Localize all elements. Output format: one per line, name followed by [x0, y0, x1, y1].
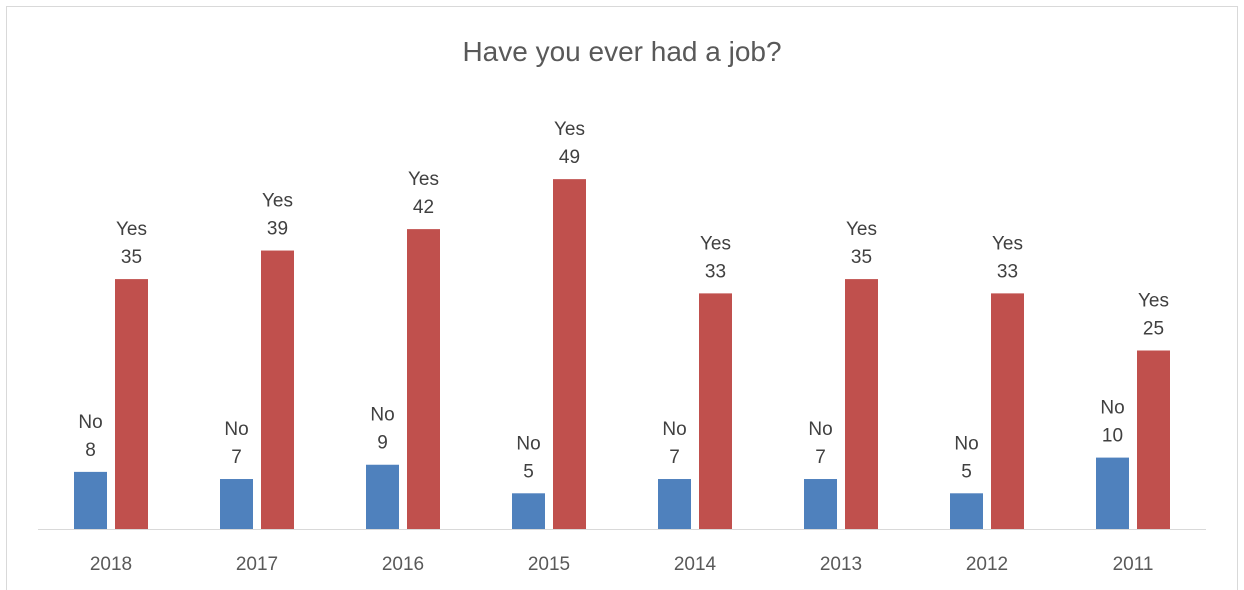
x-tick-label: 2013	[820, 554, 862, 575]
bar-yes	[261, 250, 294, 530]
bar-yes	[991, 293, 1024, 529]
data-label-series: No	[516, 433, 540, 454]
data-label-value: 9	[377, 433, 388, 454]
data-label-series: Yes	[992, 233, 1023, 254]
data-label-value: 7	[231, 447, 242, 468]
bar-no	[804, 479, 837, 529]
bar-yes	[845, 279, 878, 529]
bar-no	[1096, 457, 1129, 529]
data-label-value: 10	[1102, 426, 1123, 447]
data-label-value: 7	[815, 447, 826, 468]
bar-no	[74, 471, 107, 529]
data-label-series: No	[954, 433, 978, 454]
data-label-series: No	[1100, 398, 1124, 419]
data-label-value: 35	[121, 247, 142, 268]
data-label-series: No	[224, 419, 248, 440]
data-label-series: Yes	[116, 219, 147, 240]
bar-no	[658, 479, 691, 529]
data-label-value: 35	[851, 247, 872, 268]
chart-title: Have you ever had a job?	[462, 36, 782, 67]
data-label-value: 7	[669, 447, 680, 468]
bar-yes	[115, 279, 148, 529]
x-tick-label: 2011	[1113, 554, 1154, 575]
data-label-series: Yes	[554, 119, 585, 140]
x-tick-label: 2015	[528, 554, 570, 575]
bar-no	[220, 479, 253, 529]
data-label-value: 8	[85, 440, 96, 461]
data-label-value: 25	[1143, 319, 1164, 340]
data-label-series: No	[662, 419, 686, 440]
data-label-series: No	[808, 419, 832, 440]
data-label-series: No	[370, 405, 394, 426]
data-label-value: 39	[267, 219, 288, 240]
data-label-value: 5	[961, 461, 972, 482]
data-label-series: Yes	[408, 169, 439, 190]
bar-no	[950, 493, 983, 529]
x-tick-label: 2012	[966, 554, 1008, 575]
data-label-value: 49	[559, 147, 580, 168]
bar-yes	[699, 293, 732, 529]
data-label-value: 33	[705, 261, 726, 282]
data-label-series: No	[78, 412, 102, 433]
data-label-value: 33	[997, 261, 1018, 282]
data-label-value: 5	[523, 461, 534, 482]
data-label-series: Yes	[1138, 291, 1169, 312]
bar-yes	[407, 229, 440, 529]
x-tick-label: 2017	[236, 554, 278, 575]
data-label-series: Yes	[846, 219, 877, 240]
bar-no	[512, 493, 545, 529]
data-label-value: 42	[413, 197, 434, 218]
x-tick-label: 2018	[90, 554, 132, 575]
x-tick-label: 2016	[382, 554, 424, 575]
bar-yes	[1137, 350, 1170, 529]
data-label-series: Yes	[700, 233, 731, 254]
bar-no	[366, 464, 399, 529]
chart-frame	[6, 6, 1238, 590]
bar-yes	[553, 179, 586, 529]
data-label-series: Yes	[262, 191, 293, 212]
x-tick-label: 2014	[674, 554, 717, 575]
